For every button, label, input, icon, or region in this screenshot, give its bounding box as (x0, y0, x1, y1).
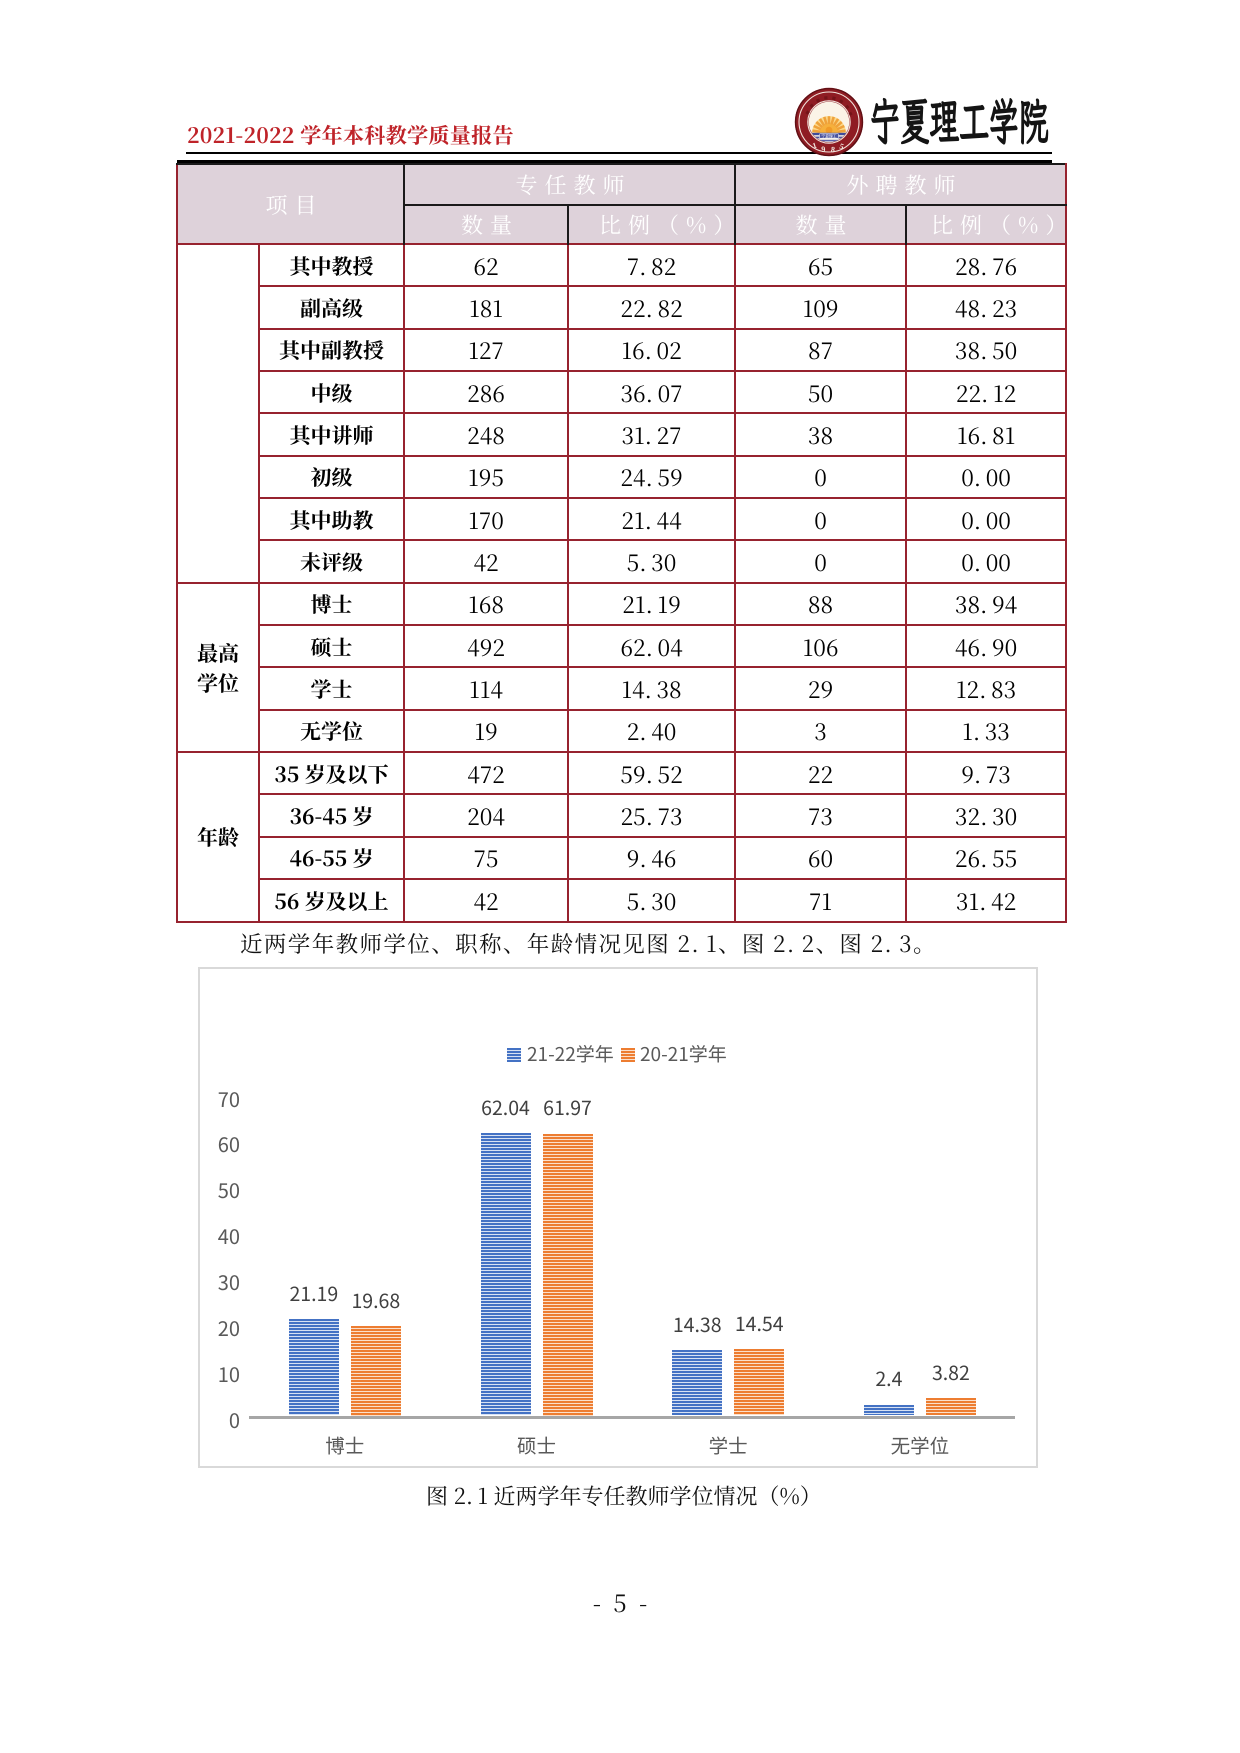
svg-text:9: 9 (821, 145, 826, 154)
svg-text:1: 1 (811, 141, 817, 151)
svg-text:8: 8 (830, 145, 835, 154)
svg-text:宁夏理工: 宁夏理工 (821, 133, 836, 139)
svg-text:5: 5 (838, 142, 844, 152)
